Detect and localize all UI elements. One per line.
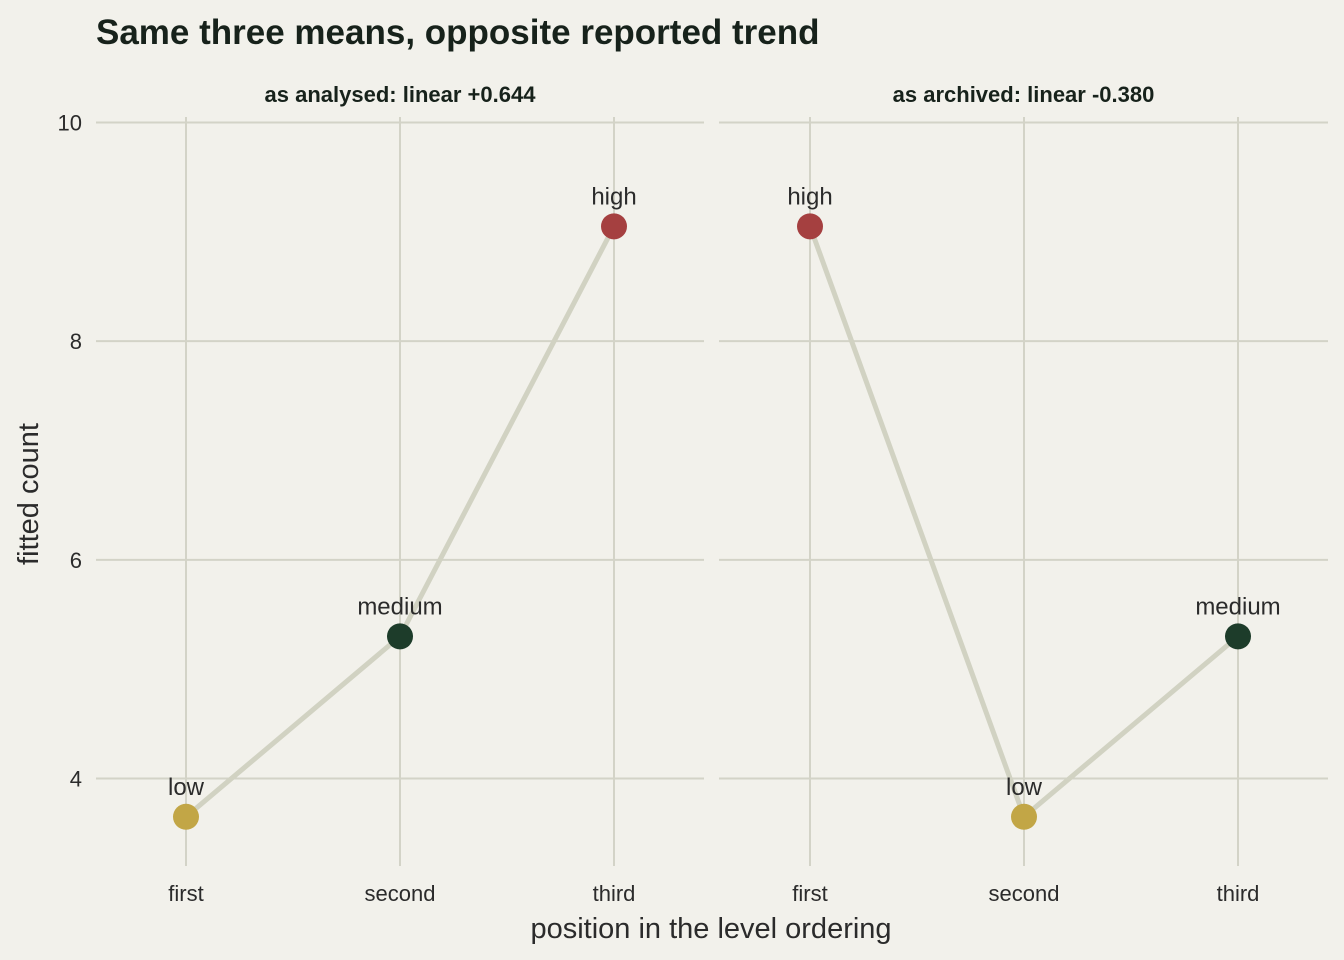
x-tick-label: third: [1217, 881, 1260, 906]
x-tick-label: third: [593, 881, 636, 906]
x-tick-label: first: [792, 881, 827, 906]
data-point-high: [601, 213, 627, 240]
x-tick-label: first: [168, 881, 203, 906]
x-tick-label: second: [989, 881, 1060, 906]
data-label: medium: [357, 593, 442, 620]
chart-title: Same three means, opposite reported tren…: [96, 13, 820, 52]
data-label: low: [168, 774, 205, 801]
data-point-medium: [387, 623, 413, 650]
y-tick-label: 6: [70, 548, 82, 573]
x-tick-label: second: [365, 881, 436, 906]
y-axis-title: fitted count: [13, 423, 45, 565]
data-point-medium: [1225, 623, 1251, 650]
data-label: high: [591, 183, 636, 210]
x-axis-title: position in the level ordering: [530, 913, 891, 945]
data-label: medium: [1195, 593, 1280, 620]
data-point-low: [1011, 803, 1037, 830]
data-label: low: [1006, 774, 1043, 801]
y-tick-label: 8: [70, 329, 82, 354]
panel-1: as analysed: linear +0.644 first second thi…: [96, 82, 704, 906]
chart-panels: as analysed: linear +0.644 first second thi…: [96, 82, 1328, 906]
y-tick-label: 10: [58, 110, 82, 135]
panel-strip-title: as archived: linear -0.380: [893, 82, 1155, 107]
data-point-low: [173, 803, 199, 830]
y-axis: 4 6 8 10: [58, 110, 82, 791]
data-label: high: [787, 183, 832, 210]
y-tick-label: 4: [70, 767, 82, 792]
data-point-high: [797, 213, 823, 240]
panel-2: as archived: linear -0.380 first second thi…: [719, 82, 1328, 906]
panel-strip-title: as analysed: linear +0.644: [265, 82, 537, 107]
